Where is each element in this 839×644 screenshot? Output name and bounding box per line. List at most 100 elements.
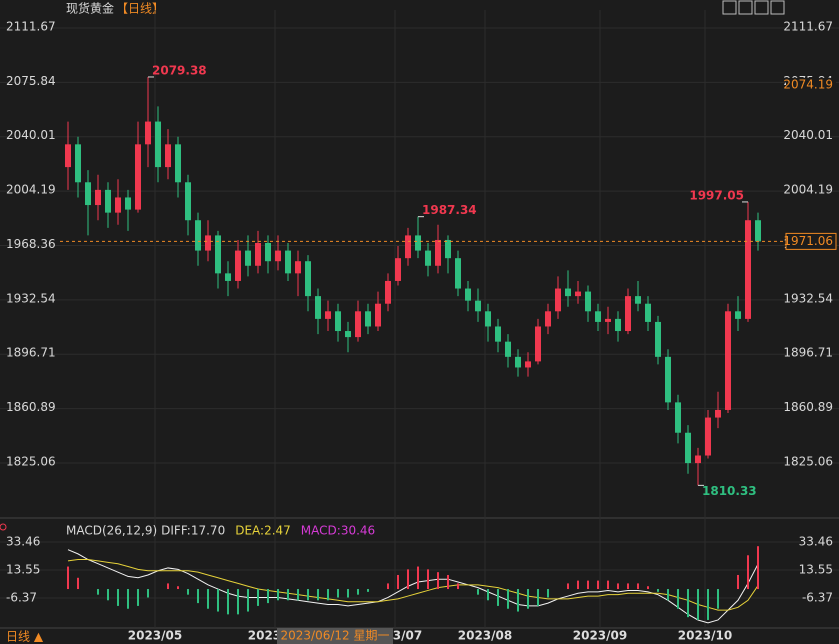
candle-body bbox=[85, 182, 91, 206]
candle-body bbox=[355, 311, 361, 338]
y-tick-label: 2111.67 bbox=[6, 19, 56, 33]
candle-body bbox=[225, 273, 231, 281]
candle-body bbox=[165, 144, 171, 168]
annotation: 1810.33 bbox=[702, 484, 757, 498]
candle-body bbox=[425, 250, 431, 266]
candle-body bbox=[485, 311, 491, 327]
crosshair-label: 2023/06/12 星期一 bbox=[281, 629, 390, 643]
candle-body bbox=[625, 296, 631, 332]
candle-body bbox=[595, 311, 601, 322]
axis-label: 日线 ▲ bbox=[6, 630, 44, 644]
tool-button[interactable] bbox=[754, 0, 769, 15]
candle-body bbox=[725, 311, 731, 410]
legend-value: 2.47 bbox=[264, 524, 291, 538]
y-tick-label-right: 13.55 bbox=[799, 562, 833, 576]
candle-body bbox=[245, 250, 251, 266]
candle-body bbox=[295, 261, 301, 274]
candle-body bbox=[155, 121, 161, 168]
legend-value: 17.70 bbox=[191, 524, 225, 538]
y-tick-label-right: 2111.67 bbox=[783, 19, 833, 33]
candle-body bbox=[235, 250, 241, 281]
candle-body bbox=[585, 291, 591, 312]
last-price-tag: 1971.06 bbox=[783, 234, 833, 248]
candle-body bbox=[715, 409, 721, 418]
candle-body bbox=[555, 288, 561, 312]
candle-body bbox=[345, 331, 351, 338]
legend-name: DEA: bbox=[235, 524, 264, 538]
x-tick-label: 2023/09 bbox=[573, 629, 627, 643]
candle-body bbox=[185, 182, 191, 221]
candle-body bbox=[745, 220, 751, 319]
candle-body bbox=[115, 197, 121, 213]
candle-body bbox=[515, 356, 521, 368]
x-tick-label: 2023/05 bbox=[128, 629, 182, 643]
candle-body bbox=[195, 220, 201, 251]
y-tick-label-right: 1896.71 bbox=[783, 346, 833, 360]
candle-body bbox=[545, 311, 551, 327]
y-tick-label-right: 33.46 bbox=[799, 534, 833, 548]
candle-body bbox=[375, 303, 381, 327]
candle-body bbox=[735, 311, 741, 319]
tool-button[interactable] bbox=[770, 0, 785, 15]
y-tick-label: 1825.06 bbox=[6, 454, 56, 468]
candle-body bbox=[285, 250, 291, 274]
y-tick-label: 1968.36 bbox=[6, 237, 56, 251]
candle-body bbox=[275, 250, 281, 262]
candle-body bbox=[265, 242, 271, 262]
candle-body bbox=[405, 235, 411, 259]
y-tick-label-right: 1860.89 bbox=[783, 400, 833, 414]
candle-body bbox=[705, 417, 711, 456]
legend-value: 30.46 bbox=[341, 524, 375, 538]
last-price-box bbox=[785, 232, 837, 250]
tool-button[interactable] bbox=[738, 0, 753, 15]
candle-body bbox=[645, 303, 651, 322]
annotation: 1987.34 bbox=[422, 203, 477, 217]
candle-body bbox=[255, 242, 261, 266]
candle-body bbox=[305, 261, 311, 297]
price-tag-box bbox=[786, 77, 836, 92]
candle-body bbox=[415, 235, 421, 251]
candle-body bbox=[665, 356, 671, 403]
toolbar[interactable] bbox=[722, 0, 785, 15]
indicator-line bbox=[67, 549, 759, 624]
candle-body bbox=[175, 144, 181, 183]
period-label: 【日线】 bbox=[116, 2, 164, 16]
candle-body bbox=[125, 197, 131, 210]
candle-body bbox=[135, 144, 141, 210]
y-tick-label-right: -6.37 bbox=[802, 591, 833, 605]
price-tag: 2074.19 bbox=[783, 77, 833, 91]
y-tick-label-right: 1825.06 bbox=[783, 454, 833, 468]
candle-body bbox=[635, 296, 641, 304]
x-tick-label: 2023/08 bbox=[458, 629, 512, 643]
candle-body bbox=[465, 288, 471, 301]
candle-body bbox=[435, 239, 441, 266]
tool-button[interactable] bbox=[722, 0, 737, 15]
candle-body bbox=[145, 121, 151, 145]
x-tick-label: 2023/10 bbox=[678, 629, 732, 643]
y-tick-label: 2004.19 bbox=[6, 183, 56, 197]
candle-body bbox=[385, 280, 391, 304]
candle-body bbox=[615, 318, 621, 332]
annotation: 1997.05 bbox=[689, 188, 744, 202]
y-tick-label: 13.55 bbox=[6, 562, 40, 576]
candle-body bbox=[75, 144, 81, 183]
y-tick-label: -6.37 bbox=[6, 591, 37, 605]
indicator-line bbox=[67, 559, 759, 611]
candle-body bbox=[445, 239, 451, 259]
y-tick-label-right: 2040.01 bbox=[783, 128, 833, 142]
y-tick-label: 33.46 bbox=[6, 534, 40, 548]
candle-body bbox=[105, 189, 111, 213]
annotation: 2079.38 bbox=[152, 63, 207, 77]
candle-body bbox=[675, 402, 681, 433]
indicator-name: MACD(26,12,9) bbox=[66, 524, 157, 538]
candle-body bbox=[505, 341, 511, 357]
candle-body bbox=[575, 291, 581, 297]
candle-body bbox=[335, 311, 341, 332]
y-tick-label-right: 1932.54 bbox=[783, 291, 833, 305]
candle-body bbox=[565, 288, 571, 297]
candle-body bbox=[365, 311, 371, 327]
candle-body bbox=[605, 318, 611, 322]
candle-body bbox=[525, 361, 531, 368]
legend-name: MACD: bbox=[301, 524, 341, 538]
candle-body bbox=[475, 300, 481, 312]
